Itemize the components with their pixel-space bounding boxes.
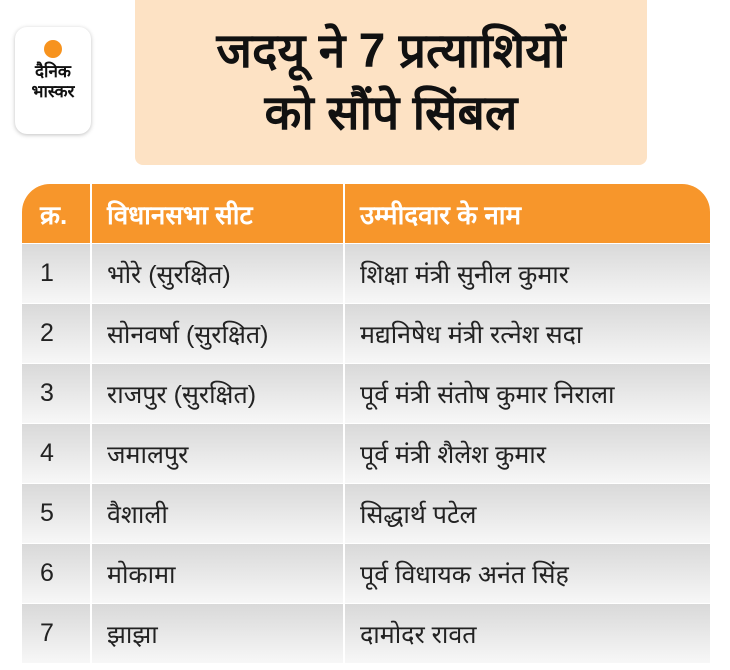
- cell-candidate: पूर्व विधायक अनंत सिंह: [343, 544, 710, 603]
- logo-text-line1: दैनिक: [35, 62, 71, 81]
- dainik-bhaskar-logo: दैनिक भास्कर: [15, 27, 91, 134]
- cell-serial: 4: [40, 439, 54, 467]
- cell-seat: मोकामा: [90, 544, 343, 603]
- cell-candidate: पूर्व मंत्री संतोष कुमार निराला: [343, 364, 710, 423]
- logo-text-line2: भास्कर: [31, 82, 75, 101]
- cell-seat: वैशाली: [90, 484, 343, 543]
- headline-line2: को सौंपे सिंबल: [264, 86, 518, 140]
- cell-serial: 6: [40, 559, 54, 587]
- cell-serial: 2: [40, 319, 54, 347]
- cell-candidate: मद्यनिषेध मंत्री रत्नेश सदा: [343, 304, 710, 363]
- cell-candidate: शिक्षा मंत्री सुनील कुमार: [343, 244, 710, 303]
- cell-seat: भोरे (सुरक्षित): [90, 244, 343, 303]
- table-row: 5 वैशाली सिद्धार्थ पटेल: [22, 484, 710, 543]
- cell-candidate: सिद्धार्थ पटेल: [343, 484, 710, 543]
- table-row: 3 राजपुर (सुरक्षित) पूर्व मंत्री संतोष कुम…: [22, 364, 710, 423]
- header-seat: विधानसभा सीट: [90, 184, 343, 243]
- cell-seat: सोनवर्षा (सुरक्षित): [90, 304, 343, 363]
- table-row: 6 मोकामा पूर्व विधायक अनंत सिंह: [22, 544, 710, 603]
- table-row: 1 भोरे (सुरक्षित) शिक्षा मंत्री सुनील कुमा…: [22, 244, 710, 303]
- table-row: 7 झाझा दामोदर रावत: [22, 604, 710, 663]
- cell-candidate: दामोदर रावत: [343, 604, 710, 663]
- cell-seat: जमालपुर: [90, 424, 343, 483]
- cell-candidate: पूर्व मंत्री शैलेश कुमार: [343, 424, 710, 483]
- cell-seat: झाझा: [90, 604, 343, 663]
- cell-serial: 5: [40, 499, 54, 527]
- table-row: 2 सोनवर्षा (सुरक्षित) मद्यनिषेध मंत्री रत्…: [22, 304, 710, 363]
- headline-box: जदयू ने 7 प्रत्याशियों को सौंपे सिंबल: [135, 0, 647, 165]
- table-row: 4 जमालपुर पूर्व मंत्री शैलेश कुमार: [22, 424, 710, 483]
- cell-seat: राजपुर (सुरक्षित): [90, 364, 343, 423]
- cell-serial: 7: [40, 619, 54, 647]
- cell-serial: 1: [40, 259, 54, 287]
- header-serial: क्र.: [40, 199, 68, 230]
- table-header: क्र. विधानसभा सीट उम्मीदवार के नाम: [22, 184, 710, 243]
- candidates-table: क्र. विधानसभा सीट उम्मीदवार के नाम 1 भोरे…: [22, 184, 710, 663]
- sun-icon: [44, 40, 62, 58]
- cell-serial: 3: [40, 379, 54, 407]
- headline-line1: जदयू ने 7 प्रत्याशियों: [216, 24, 566, 78]
- header-candidate: उम्मीदवार के नाम: [343, 184, 710, 243]
